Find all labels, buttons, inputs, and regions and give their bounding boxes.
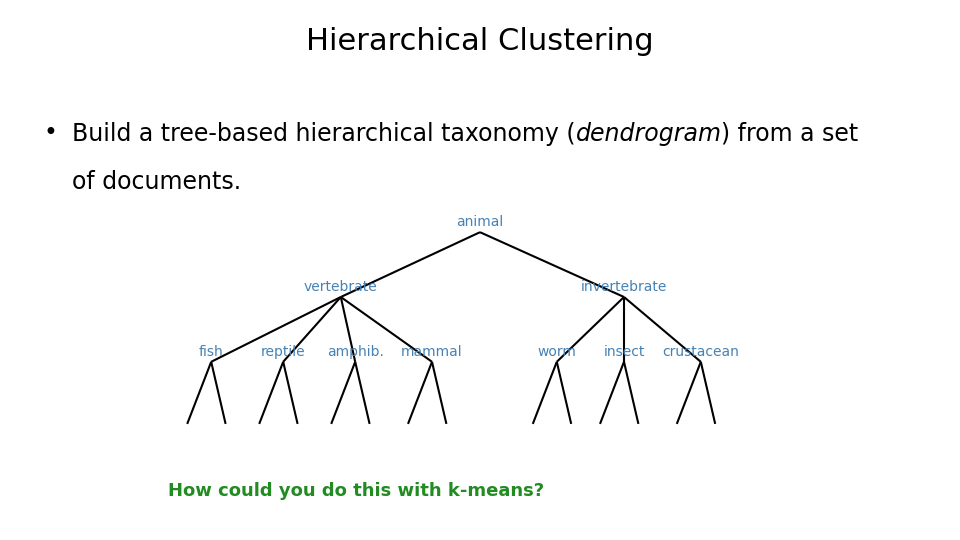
Text: worm: worm bbox=[538, 345, 576, 359]
Text: of documents.: of documents. bbox=[72, 170, 241, 194]
Text: crustacean: crustacean bbox=[662, 345, 739, 359]
Text: reptile: reptile bbox=[261, 345, 305, 359]
Text: insect: insect bbox=[603, 345, 645, 359]
Text: dendrogram: dendrogram bbox=[575, 122, 722, 145]
Text: How could you do this with k-means?: How could you do this with k-means? bbox=[168, 482, 544, 500]
Text: vertebrate: vertebrate bbox=[304, 280, 377, 294]
Text: fish: fish bbox=[199, 345, 224, 359]
Text: mammal: mammal bbox=[401, 345, 463, 359]
Text: ) from a set: ) from a set bbox=[722, 122, 859, 145]
Text: invertebrate: invertebrate bbox=[581, 280, 667, 294]
Text: animal: animal bbox=[456, 215, 504, 230]
Text: Hierarchical Clustering: Hierarchical Clustering bbox=[306, 27, 654, 56]
Text: Build a tree-based hierarchical taxonomy (: Build a tree-based hierarchical taxonomy… bbox=[72, 122, 575, 145]
Text: •: • bbox=[43, 122, 57, 145]
Text: amphib.: amphib. bbox=[326, 345, 384, 359]
